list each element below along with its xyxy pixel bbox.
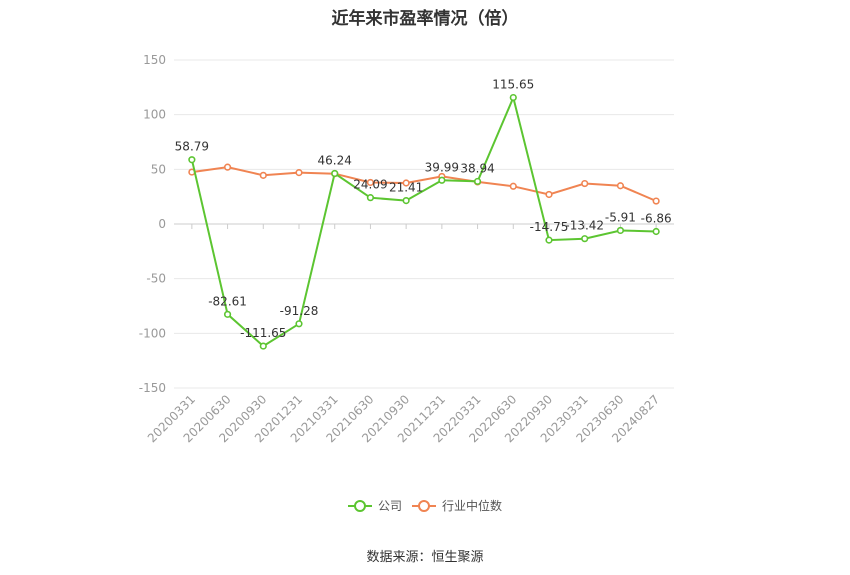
data-point[interactable] xyxy=(295,320,303,328)
data-point[interactable] xyxy=(223,310,232,318)
data-label: -6.86 xyxy=(641,212,672,226)
data-label: 39.99 xyxy=(425,160,459,174)
data-point[interactable] xyxy=(545,190,553,199)
data-point[interactable] xyxy=(331,169,339,178)
data-point[interactable] xyxy=(366,178,375,187)
data-label: -82.61 xyxy=(208,294,247,308)
y-tick-label: 150 xyxy=(143,53,166,67)
data-point[interactable] xyxy=(259,171,267,179)
data-point[interactable] xyxy=(223,163,232,171)
y-tick-label: 100 xyxy=(143,108,166,122)
y-tick-label: 0 xyxy=(158,217,166,231)
data-label: -111.65 xyxy=(240,326,286,340)
data-label: 46.24 xyxy=(318,153,352,167)
data-label: 38.94 xyxy=(460,161,494,175)
data-point[interactable] xyxy=(295,169,303,177)
line-chart: 150100500-50-100-15020200331202006302020… xyxy=(139,53,674,513)
data-point[interactable] xyxy=(188,156,196,164)
chart-title: 近年来市盈率情况（倍） xyxy=(331,9,519,29)
data-point[interactable] xyxy=(545,236,553,244)
y-tick-label: -150 xyxy=(139,381,166,395)
data-label: -13.42 xyxy=(565,219,604,233)
data-label: -91.28 xyxy=(280,304,319,318)
data-point[interactable] xyxy=(402,196,410,205)
legend-marker[interactable] xyxy=(418,500,430,512)
data-source-note: 数据来源：恒生聚源 xyxy=(366,550,484,565)
series-line xyxy=(190,94,657,348)
data-point[interactable] xyxy=(509,93,517,102)
data-point[interactable] xyxy=(438,176,446,184)
y-tick-label: -50 xyxy=(146,272,166,286)
data-label: 24.09 xyxy=(353,178,387,192)
data-point[interactable] xyxy=(473,177,482,186)
data-label: -14.75 xyxy=(530,220,569,234)
data-point[interactable] xyxy=(402,179,410,187)
legend-marker[interactable] xyxy=(354,500,366,512)
data-label: 115.65 xyxy=(492,78,534,92)
legend-label[interactable]: 公司 xyxy=(378,499,402,513)
data-point[interactable] xyxy=(652,227,660,236)
data-point[interactable] xyxy=(581,179,589,188)
y-tick-label: 50 xyxy=(151,162,166,176)
data-label: -5.91 xyxy=(605,210,636,224)
data-point[interactable] xyxy=(652,197,660,205)
data-label: 21.41 xyxy=(389,181,423,195)
data-point[interactable] xyxy=(366,194,375,202)
data-point[interactable] xyxy=(259,342,267,350)
data-label: 58.79 xyxy=(175,140,209,154)
y-tick-label: -100 xyxy=(139,326,166,340)
legend-label[interactable]: 行业中位数 xyxy=(442,498,502,513)
data-point[interactable] xyxy=(616,226,625,235)
series-line xyxy=(191,166,657,202)
data-point[interactable] xyxy=(509,182,517,190)
data-point[interactable] xyxy=(581,235,589,243)
data-point[interactable] xyxy=(616,182,625,190)
